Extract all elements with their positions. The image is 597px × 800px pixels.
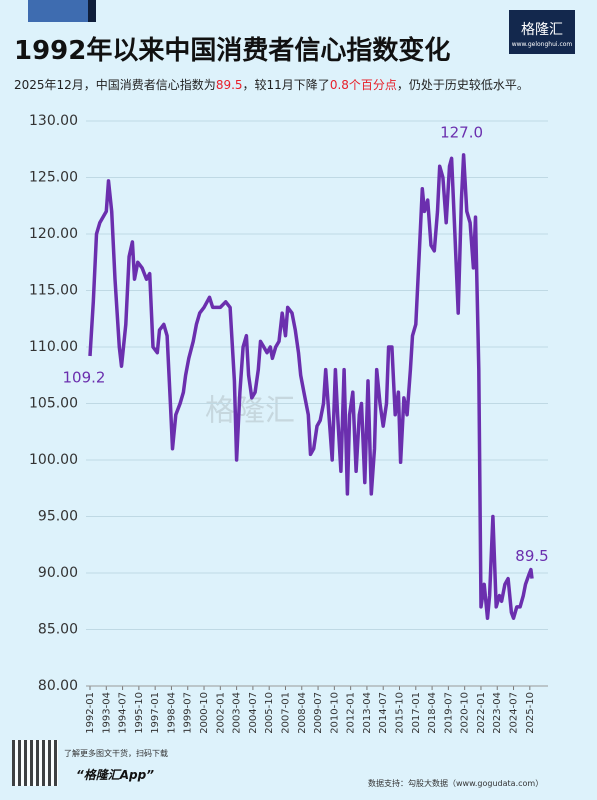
decor [88,0,96,22]
x-tick-label: 2010-10 [329,692,340,734]
x-tick-label: 2009-07 [313,692,324,734]
x-tick-label: 1997-01 [150,692,161,734]
x-tick-label: 2023-04 [492,692,503,734]
annotation: 127.0 [440,123,483,141]
x-tick-label: 2012-01 [346,692,357,734]
y-tick-label: 95.00 [38,509,78,525]
subtitle-part: 2025年12月，中国消费者信心指数为 [14,78,216,92]
x-tick-label: 2018-04 [427,692,438,734]
x-tick-label: 1993-04 [101,692,112,734]
y-tick-label: 130.00 [29,113,78,129]
logo: 格隆汇 www.gelonghui.com [509,10,575,54]
x-tick-label: 1992-01 [85,692,96,734]
x-tick-label: 2002-01 [215,692,226,734]
x-tick-label: 2000-10 [199,692,210,734]
x-tick-label: 2025-10 [525,692,536,734]
subtitle: 2025年12月，中国消费者信心指数为89.5，较11月下降了0.8个百分点，仍… [14,76,529,93]
x-tick-label: 2005-10 [264,692,275,734]
footer-app: “格隆汇App” [76,768,154,782]
annotation: 89.5 [515,547,548,565]
x-tick-label: 2022-01 [476,692,487,734]
x-tick-label: 2004-07 [248,692,259,734]
x-tick-label: 2024-07 [509,692,520,734]
subtitle-part: 89.5 [215,78,243,92]
brand-url: www.gelonghui.com [511,41,573,48]
y-tick-label: 105.00 [29,396,78,412]
chart-title: 1992年以来中国消费者信心指数变化 [14,36,451,66]
x-tick-label: 2013-04 [362,692,373,734]
x-tick-label: 2014-07 [378,692,389,734]
x-tick-label: 2015-10 [395,692,406,734]
watermark: 格隆汇 [205,394,295,429]
x-tick-label: 1998-04 [166,692,177,734]
qr-code [12,740,58,786]
x-tick-label: 2008-04 [297,692,308,734]
y-tick-label: 100.00 [29,452,78,468]
x-tick-label: 1994-07 [118,692,129,734]
y-tick-label: 115.00 [29,283,78,299]
x-tick-label: 2020-10 [460,692,471,734]
x-tick-label: 1995-10 [134,692,145,734]
subtitle-part: 0.8个百分点 [329,78,397,92]
y-tick-label: 90.00 [38,565,78,581]
x-tick-label: 2007-01 [280,692,291,734]
decor [28,0,88,22]
x-tick-label: 2017-01 [411,692,422,734]
x-tick-label: 2019-07 [443,692,454,734]
brand: 格隆汇 [521,22,563,38]
y-tick-label: 120.00 [29,226,78,242]
x-tick-label: 1999-07 [183,692,194,734]
subtitle-part: ，仍处于历史较低水平。 [396,78,529,92]
y-tick-label: 85.00 [38,622,78,638]
x-tick-label: 2003-04 [232,692,243,734]
y-tick-label: 125.00 [29,170,78,186]
y-tick-label: 80.00 [38,678,78,694]
footer-source: 数据支持：勾股大数据（www.gogudata.com） [368,779,544,788]
subtitle-part: ，较11月下降了 [242,78,330,92]
line [88,153,534,620]
footer-tip: 了解更多图文干货，扫码下载 [64,749,168,758]
annotation: 109.2 [63,369,106,387]
y-tick-label: 110.00 [29,339,78,355]
